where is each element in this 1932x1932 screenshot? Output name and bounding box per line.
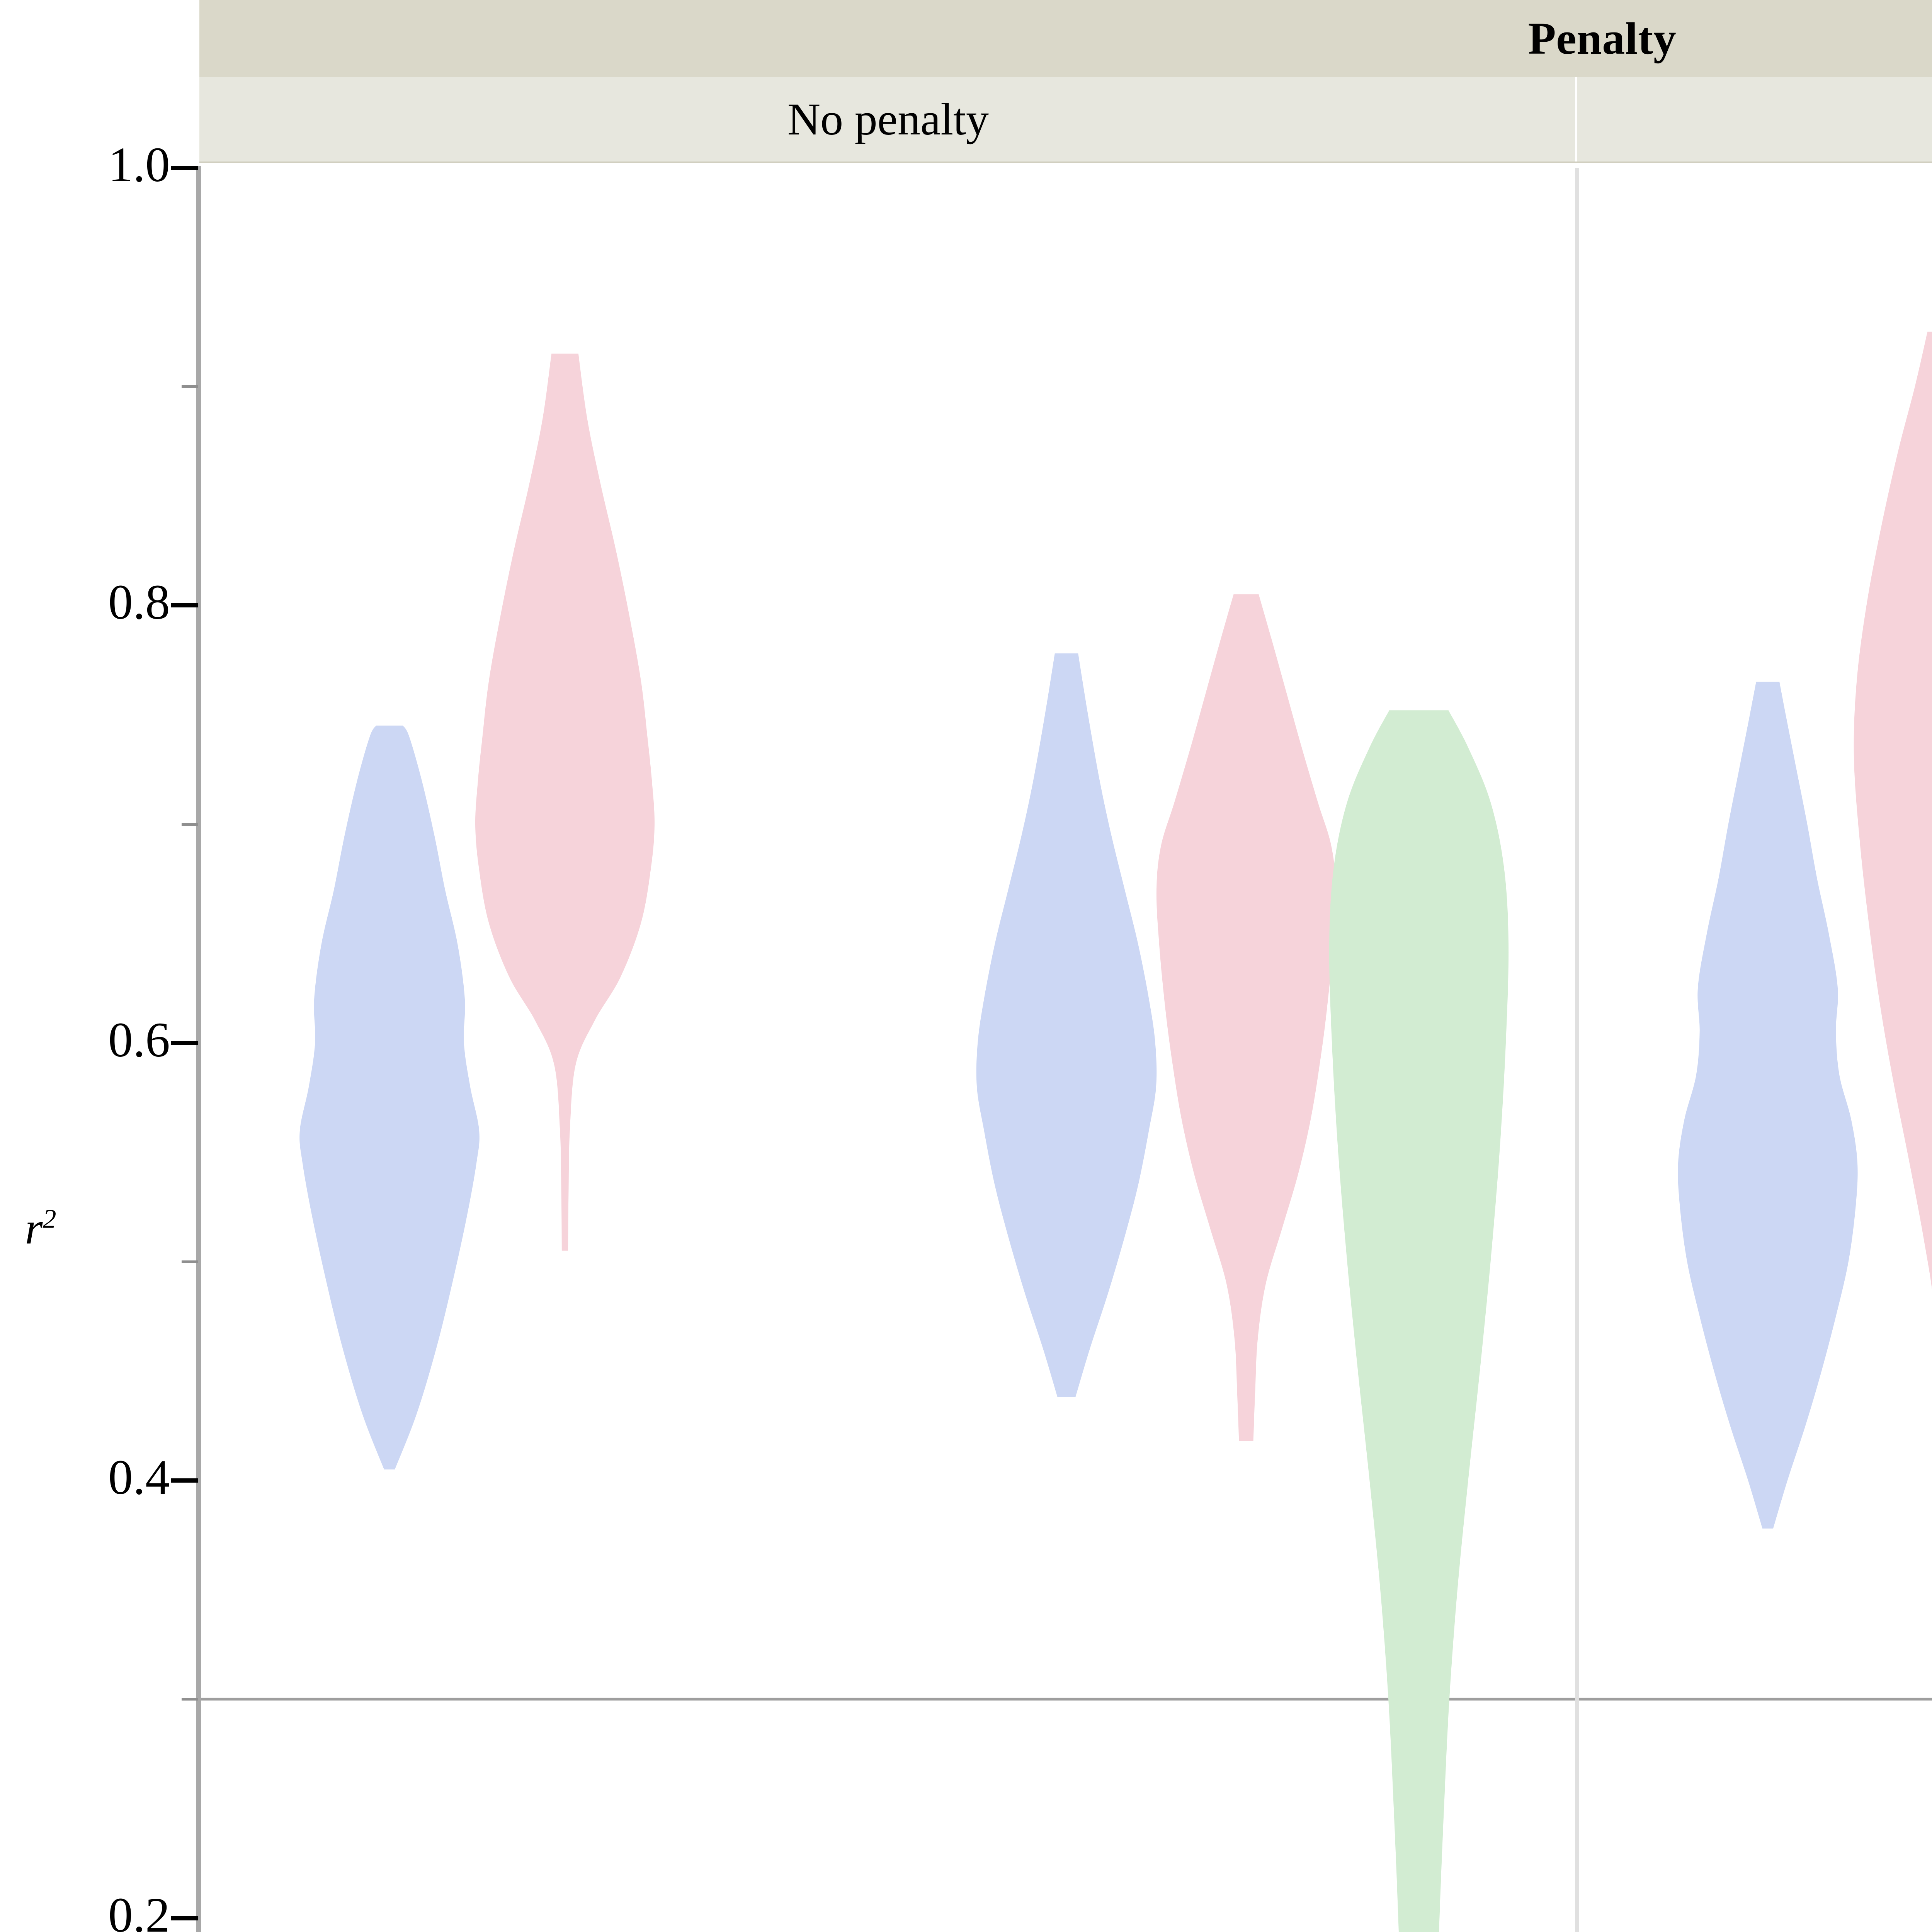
violin-validation-2-sets-no-penalty[interactable] (475, 354, 655, 1251)
facet-strip-divider (1575, 77, 1577, 162)
y-tick-mark (171, 1916, 198, 1920)
violin-training-2-sets-no-penalty[interactable] (299, 725, 480, 1469)
y-axis-title-exponent: 2 (43, 1204, 56, 1234)
violin-testing-3-sets-no-penalty[interactable] (1329, 710, 1509, 1932)
violin-validation-3-sets-no-penalty[interactable] (1156, 594, 1336, 1441)
y-tick-label: 0.2 (108, 1887, 170, 1932)
y-tick-label: 0.8 (108, 575, 170, 630)
y-axis-title: r2 (4, 1206, 77, 1251)
y-axis-title-base: r (25, 1203, 43, 1253)
violin-validation-2-sets-squared-penalty[interactable] (1854, 332, 1932, 1750)
facet-strip-squared-penalty: Squared penalty (1577, 77, 1932, 162)
y-tick-minor (182, 1260, 198, 1263)
y-tick-label: 0.6 (108, 1012, 170, 1067)
y-tick-label: 1.0 (108, 137, 170, 192)
y-tick-mark (171, 603, 198, 608)
facet-strip-no-penalty: No penalty (199, 77, 1577, 162)
y-tick-mark (171, 1041, 198, 1045)
y-axis-line (196, 166, 201, 1932)
violin-training-3-sets-no-penalty[interactable] (976, 653, 1157, 1397)
y-tick-minor (182, 385, 198, 388)
violin-training-2-sets-squared-penalty[interactable] (1678, 682, 1858, 1529)
y-tick-label: 0.4 (108, 1450, 170, 1505)
facet-strip-bottom-rule (199, 162, 1932, 163)
y-tick-mark (171, 1478, 198, 1483)
y-tick-minor (182, 1698, 198, 1701)
facet-strip-outer-label: Penalty (1528, 13, 1677, 64)
y-tick-mark (171, 166, 198, 170)
y-tick-minor (182, 823, 198, 826)
facet-strip-label-no-penalty: No penalty (787, 94, 989, 145)
facet-strip-outer: Penalty (199, 0, 1932, 77)
violin-plot-svg (199, 168, 1932, 1932)
plot-area (199, 168, 1932, 1932)
